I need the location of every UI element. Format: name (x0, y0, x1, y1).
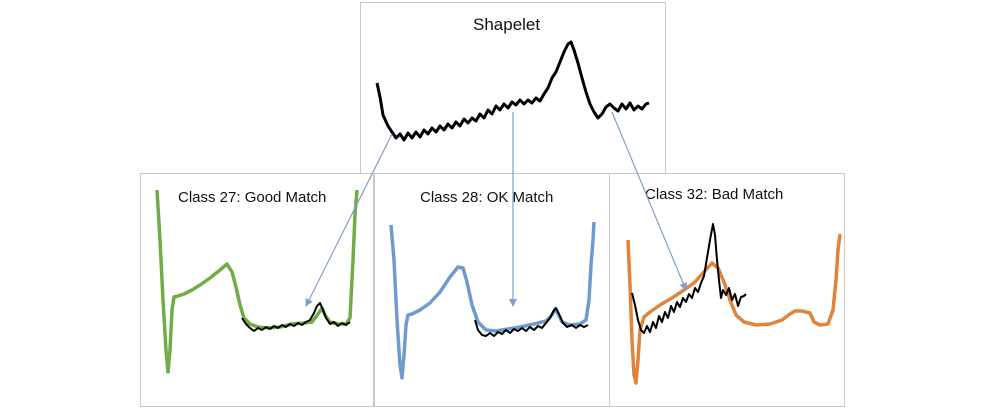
class-27-shapelet-match (241, 302, 351, 332)
arrow-to-class-32 (611, 111, 688, 291)
class-27-panel (140, 173, 374, 407)
class-28-shapelet-match (474, 307, 589, 337)
class-32-shapelet-match (631, 223, 747, 334)
class-27-series (155, 189, 359, 374)
arrow-to-class-27 (305, 133, 393, 307)
class-32-title: Class 32: Bad Match (645, 186, 784, 203)
class-28-series (389, 221, 596, 380)
class-27-title: Class 27: Good Match (178, 189, 327, 206)
class-28-panel (374, 173, 610, 407)
class-28-title: Class 28: OK Match (420, 189, 554, 206)
shapelet-curve (375, 40, 650, 142)
shapelet-title: Shapelet (473, 15, 541, 34)
class-32-series (626, 233, 842, 385)
